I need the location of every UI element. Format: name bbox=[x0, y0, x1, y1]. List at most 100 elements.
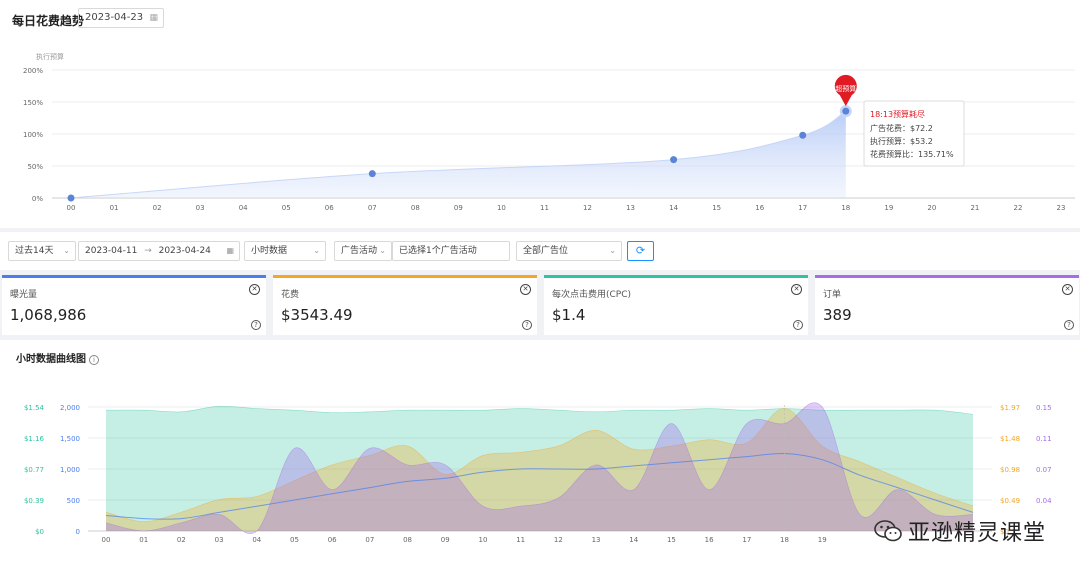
x-tick-label: 10 bbox=[497, 204, 506, 212]
metric-card-orders[interactable]: 订单 389 ✕ ? bbox=[815, 275, 1079, 335]
over-budget-marker bbox=[834, 74, 857, 107]
x-tick-label: 12 bbox=[583, 204, 592, 212]
data-point bbox=[670, 156, 678, 164]
metric-value: $3543.49 bbox=[281, 306, 353, 324]
placement-value: 全部广告位 bbox=[523, 246, 569, 256]
daily-spend-panel: 每日花费趋势 2023-04-23 ▦ 执行预算 0% 50% 100% 150% 200… bbox=[0, 0, 1080, 228]
arrow-icon: → bbox=[144, 246, 152, 256]
y-tick-label: 1,000 bbox=[60, 466, 80, 474]
y-tick-label: $1.48 bbox=[1000, 435, 1020, 443]
x-tick-label: 11 bbox=[540, 204, 549, 212]
y-tick-label: $0 bbox=[35, 528, 44, 536]
x-tick-label: 13 bbox=[626, 204, 635, 212]
y-tick-label: 0.11 bbox=[1036, 435, 1052, 443]
help-icon[interactable]: ? bbox=[522, 320, 532, 330]
help-icon[interactable]: ? bbox=[793, 320, 803, 330]
x-tick-label: 02 bbox=[153, 204, 162, 212]
x-tick-label: 21 bbox=[970, 204, 979, 212]
hourly-data-chart: $0$0.39$0.77$1.16$1.5405001,0001,5002,00… bbox=[24, 402, 1052, 544]
date-range-picker[interactable]: 2023-04-11 → 2023-04-24 ▦ bbox=[78, 241, 240, 261]
x-tick-label: 08 bbox=[411, 204, 420, 212]
range-value: 过去14天 bbox=[15, 246, 54, 256]
marker-label: 超预算 bbox=[835, 84, 856, 93]
x-tick-label: 09 bbox=[441, 536, 450, 544]
metric-label: 花费 bbox=[281, 290, 300, 300]
x-tick-label: 06 bbox=[328, 536, 337, 544]
y-tick-label: 100% bbox=[23, 131, 43, 139]
x-tick-label: 14 bbox=[629, 536, 638, 544]
refresh-icon: ⟳ bbox=[635, 244, 646, 257]
x-tick-label: 12 bbox=[554, 536, 563, 544]
close-icon[interactable]: ✕ bbox=[249, 284, 260, 295]
placement-select[interactable]: 全部广告位 ⌄ bbox=[516, 241, 622, 261]
y-tick-label: 0 bbox=[1036, 528, 1040, 536]
tooltip-time: 18:13预算耗尽 bbox=[870, 109, 925, 119]
metric-card-impressions[interactable]: 曝光量 1,068,986 ✕ ? bbox=[2, 275, 266, 335]
x-tick-label: 09 bbox=[454, 204, 463, 212]
campaign-select[interactable]: 已选择1个广告活动 bbox=[392, 241, 510, 261]
refresh-button[interactable]: ⟳ bbox=[627, 241, 654, 261]
close-icon[interactable]: ✕ bbox=[791, 284, 802, 295]
date-picker[interactable]: 2023-04-23 ▦ bbox=[78, 8, 164, 28]
series-line bbox=[105, 405, 974, 415]
close-icon[interactable]: ✕ bbox=[1062, 284, 1073, 295]
y-tick-label: 2,000 bbox=[60, 404, 80, 412]
chevron-down-icon: ⌄ bbox=[379, 246, 386, 255]
x-tick-label: 02 bbox=[177, 536, 186, 544]
x-tick-label: 19 bbox=[818, 536, 827, 544]
x-tick-label: 01 bbox=[110, 204, 119, 212]
series-area bbox=[106, 408, 973, 531]
granularity-select[interactable]: 小时数据 ⌄ bbox=[244, 241, 326, 261]
y-tick-label: $1.16 bbox=[24, 435, 45, 443]
x-tick-label: 00 bbox=[102, 536, 111, 544]
y-tick-label: 200% bbox=[23, 67, 43, 75]
y-tick-label: $0.77 bbox=[24, 466, 44, 474]
x-tick-label: 16 bbox=[755, 204, 764, 212]
x-tick-label: 05 bbox=[282, 204, 291, 212]
tooltip-box bbox=[863, 100, 965, 167]
help-icon[interactable]: ? bbox=[251, 320, 261, 330]
x-tick-label: 18 bbox=[780, 536, 789, 544]
y-axis-title: 执行预算 bbox=[36, 52, 64, 61]
x-tick-label: 19 bbox=[884, 204, 893, 212]
data-point bbox=[67, 194, 75, 202]
hourly-chart-panel: 小时数据曲线图 i $0 $0.39 $0.77 $1.16 $1.54 0 500 1,000… bbox=[0, 340, 1080, 575]
end-date: 2023-04-24 bbox=[158, 246, 211, 256]
y-tick-label: $0 bbox=[1000, 528, 1009, 536]
x-tick-label: 07 bbox=[365, 536, 374, 544]
x-tick-label: 01 bbox=[139, 536, 148, 544]
close-icon[interactable]: ✕ bbox=[520, 284, 531, 295]
metric-card-spend[interactable]: 花费 $3543.49 ✕ ? bbox=[273, 275, 537, 335]
range-select[interactable]: 过去14天 ⌄ bbox=[8, 241, 76, 261]
x-tick-label: 17 bbox=[742, 536, 751, 544]
x-tick-label: 05 bbox=[290, 536, 299, 544]
tooltip-budget: 执行预算：$53.2 bbox=[870, 136, 933, 146]
y-tick-label: $1.97 bbox=[1000, 404, 1020, 412]
y-tick-label: 0.15 bbox=[1036, 404, 1052, 412]
series-line bbox=[105, 452, 974, 520]
campaign-value: 已选择1个广告活动 bbox=[399, 246, 477, 256]
x-tick-label: 03 bbox=[196, 204, 205, 212]
calendar-icon: ▦ bbox=[149, 13, 158, 23]
metric-value: 389 bbox=[823, 306, 852, 324]
start-date: 2023-04-11 bbox=[85, 246, 138, 256]
calendar-icon: ▦ bbox=[226, 246, 234, 255]
x-tick-label: 08 bbox=[403, 536, 412, 544]
scope-value: 广告活动 bbox=[341, 246, 378, 256]
x-tick-label: 06 bbox=[325, 204, 334, 212]
panel-title: 每日花费趋势 bbox=[12, 14, 85, 28]
x-tick-label: 22 bbox=[1013, 204, 1022, 212]
info-icon[interactable]: i bbox=[89, 355, 99, 365]
x-tick-label: 04 bbox=[252, 536, 261, 544]
help-icon[interactable]: ? bbox=[1064, 320, 1074, 330]
metric-card-cpc[interactable]: 每次点击费用(CPC) $1.4 ✕ ? bbox=[544, 275, 808, 335]
x-tick-label: 17 bbox=[798, 204, 807, 212]
chevron-down-icon: ⌄ bbox=[63, 246, 70, 255]
scope-select[interactable]: 广告活动 ⌄ bbox=[334, 241, 392, 261]
filter-bar: 过去14天 ⌄ 2023-04-11 → 2023-04-24 ▦ 小时数据 ⌄… bbox=[0, 232, 1080, 270]
chevron-down-icon: ⌄ bbox=[313, 246, 320, 255]
y-tick-label: $1.54 bbox=[24, 404, 45, 412]
x-tick-label: 20 bbox=[927, 204, 936, 212]
chevron-down-icon: ⌄ bbox=[609, 246, 616, 255]
series-area bbox=[106, 402, 973, 534]
